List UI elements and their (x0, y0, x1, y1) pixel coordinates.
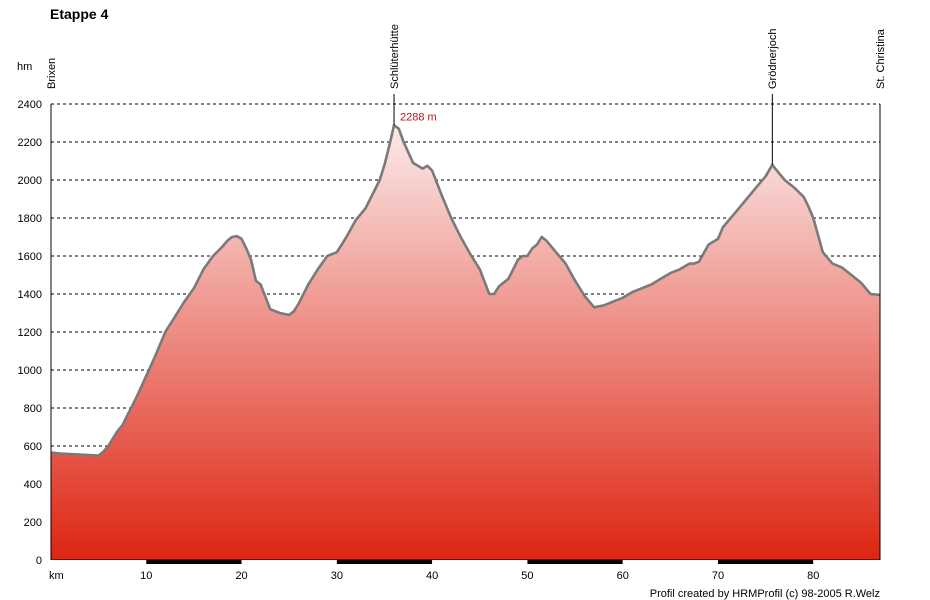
y-tick-label: 2200 (18, 137, 42, 149)
x-scale-segment (432, 560, 528, 564)
x-scale-segment (336, 560, 433, 564)
area-layer (50, 124, 881, 561)
y-tick-label: 2000 (18, 175, 42, 187)
x-scale-segment (51, 560, 147, 564)
x-axis-label: km (49, 570, 64, 582)
x-scale-segment (813, 560, 880, 564)
y-tick-label: 1600 (18, 251, 42, 263)
y-tick-label: 1400 (18, 289, 42, 301)
x-tick-label: 30 (331, 570, 343, 582)
x-scale-segment (241, 560, 337, 564)
y-tick-label: 400 (24, 479, 42, 491)
x-tick-label: 40 (426, 570, 438, 582)
x-tick-label: 60 (617, 570, 629, 582)
waypoint-label: Brixen (46, 58, 58, 89)
y-tick-label: 1800 (18, 213, 42, 225)
x-tick-label: 80 (807, 570, 819, 582)
y-tick-label: 2400 (18, 99, 42, 111)
x-scale-segment (718, 560, 814, 564)
y-axis-label: hm (17, 61, 32, 73)
x-tick-label: 70 (712, 570, 724, 582)
credit-text: Profil created by HRMProfil (c) 98-2005 … (650, 588, 880, 600)
x-tick-label: 50 (521, 570, 533, 582)
y-tick-label: 0 (36, 555, 42, 567)
peak-annotation: 2288 m (400, 111, 437, 123)
y-tick-label: 600 (24, 441, 42, 453)
chart-title: Etappe 4 (50, 6, 109, 22)
y-tick-label: 800 (24, 403, 42, 415)
label-layer: Brixen Schlüterhütte Grödnerjoch St. Christ… (46, 24, 887, 123)
x-scale-segment (146, 560, 242, 564)
x-tick-label: 10 (140, 570, 152, 582)
y-tick-label: 1200 (18, 327, 42, 339)
waypoint-layer (393, 94, 773, 165)
y-tick-label: 200 (24, 517, 42, 529)
elevation-area (51, 125, 880, 561)
y-tick-label: 1000 (18, 365, 42, 377)
axis-layer: 0 200 400 600 800 1000 1200 1400 1600 1800 2000 220… (18, 99, 881, 582)
waypoint-label: Schlüterhütte (389, 24, 401, 89)
x-scale-segment (527, 560, 623, 564)
x-scale-segment (622, 560, 719, 564)
elevation-line (50, 124, 881, 457)
waypoint-label: St. Christina (875, 28, 887, 89)
waypoint-label: Grödnerjoch (767, 28, 779, 89)
x-tick-label: 20 (235, 570, 247, 582)
